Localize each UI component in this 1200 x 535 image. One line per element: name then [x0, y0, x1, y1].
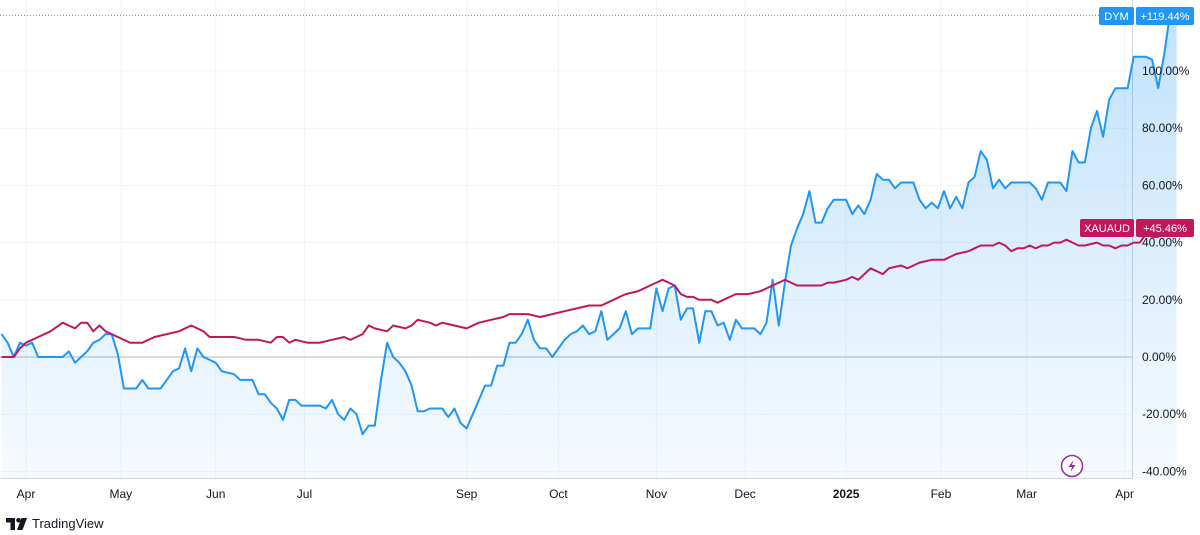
dym-pill: DYM +119.44%	[1099, 7, 1194, 25]
y-tick-label: 0.00%	[1142, 350, 1176, 364]
y-tick-label: 80.00%	[1142, 121, 1183, 135]
y-tick-label: 20.00%	[1142, 293, 1183, 307]
x-tick-label: Jul	[297, 487, 312, 501]
x-tick-label: 2025	[833, 487, 860, 501]
x-tick-label: Nov	[646, 487, 667, 501]
xauaud-pill: XAUAUD +45.46%	[1080, 219, 1194, 237]
x-tick-label: Mar	[1016, 487, 1037, 501]
tradingview-brand-name: TradingView	[32, 516, 104, 531]
dym-pill-value-bg	[1136, 7, 1194, 25]
x-tick-label: Sep	[456, 487, 478, 501]
lightning-icon[interactable]	[1060, 454, 1084, 478]
y-tick-label: 100.00%	[1142, 64, 1190, 78]
dym-area-fill	[1, 10, 1177, 479]
y-tick-label: -20.00%	[1142, 407, 1187, 421]
x-tick-label: Oct	[549, 487, 568, 501]
x-tick-label: Jun	[206, 487, 225, 501]
y-tick-label: 60.00%	[1142, 178, 1183, 192]
x-tick-label: Dec	[734, 487, 755, 501]
x-tick-label: Apr	[17, 487, 36, 501]
dym-series-line[interactable]	[0, 9, 1178, 436]
xauaud-pill-value-bg	[1136, 219, 1194, 237]
y-tick-label: 40.00%	[1142, 236, 1183, 250]
x-tick-label: Feb	[931, 487, 952, 501]
price-axis-labels: 100.00% 80.00% 60.00% 40.00% 20.00% 0.00% -20.…	[1142, 64, 1190, 478]
x-tick-label: Apr	[1115, 487, 1134, 501]
dym-legend-label: DYM	[1104, 11, 1128, 23]
xauaud-series-line[interactable]	[1, 226, 1178, 358]
xauaud-legend-label: XAUAUD	[1084, 223, 1130, 235]
tradingview-logo-icon	[6, 517, 27, 530]
xauaud-pill-name-bg	[1080, 219, 1134, 237]
dym-current-value: +119.44%	[1140, 11, 1189, 23]
time-axis-labels: Apr May Jun Jul Sep Oct Nov Dec 2025 Feb Mar Apr	[17, 487, 1134, 501]
y-tick-label: -40.00%	[1142, 464, 1187, 478]
x-tick-label: May	[110, 487, 133, 501]
xauaud-current-value: +45.46%	[1143, 223, 1187, 235]
dym-pill-name-bg	[1099, 7, 1134, 25]
tradingview-brand[interactable]: TradingView	[6, 516, 104, 531]
